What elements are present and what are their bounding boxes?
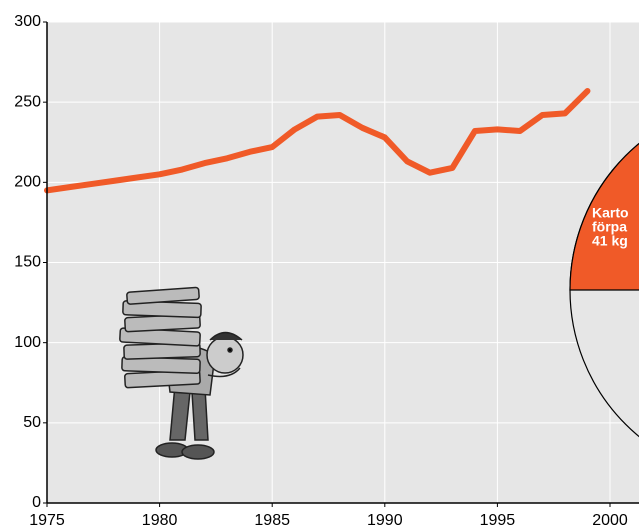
y-tick-label: 0 [32,494,41,511]
chart: Karto förpa 41 kg 0501001502002503001975… [0,0,639,531]
x-tick-label: 1995 [480,512,516,529]
x-tick-label: 1985 [254,512,290,529]
y-tick-label: 100 [14,334,41,351]
x-tick-label: 1990 [367,512,403,529]
x-tick-label: 1975 [29,512,65,529]
pie-label: 41 kg [592,233,628,249]
y-tick-label: 50 [23,414,41,431]
page: Karto förpa 41 kg 0501001502002503001975… [0,0,639,531]
y-tick-label: 150 [14,254,41,271]
x-tick-label: 2000 [592,512,628,529]
y-tick-label: 250 [14,93,41,110]
y-tick-label: 200 [14,174,41,191]
x-tick-label: 1980 [142,512,178,529]
y-tick-label: 300 [14,13,41,30]
